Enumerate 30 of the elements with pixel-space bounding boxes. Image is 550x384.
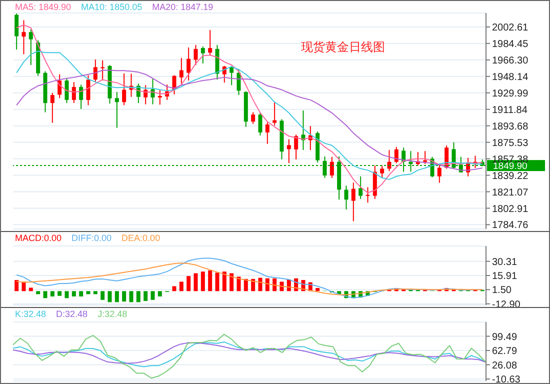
y-tick-label: 99.49 [492,332,518,343]
text: D:32.48 [56,309,88,319]
y-tick-label: 62.79 [492,346,518,358]
y-tick-label: 1802.91 [492,204,529,215]
y-tick-label: 2002.61 [492,22,529,34]
text: K:32.48 [15,309,46,319]
text: MACD:0.00 [15,233,62,243]
y-tick-label: 15.91 [492,271,518,282]
y-tick-label: -12.90 [492,299,521,310]
text: DIFF:0.00 [72,233,112,243]
y-tick-label: -10.63 [492,374,521,384]
y-tick-label: 1948.14 [492,72,529,83]
y-tick-label: 1784.76 [492,220,529,232]
series-label: J:32.48 [98,309,128,319]
y-tick-label: 1893.68 [492,121,529,132]
y-tick-label: 1929.99 [492,88,529,100]
text: DEA:0.00 [122,233,160,243]
y-tick-label: 1984.45 [492,39,529,50]
y-tick-label: 30.31 [492,256,518,268]
y-tick-label: 1875.53 [492,138,529,149]
text: MA10: 1850.05 [81,2,142,12]
y-tick-label: 1839.22 [492,170,529,182]
series-label: MA5: 1849.90 [15,2,72,12]
y-tick-label: 1911.84 [492,104,528,116]
y-tick-label: 1.50 [492,285,512,296]
y-tick-label: 26.08 [492,360,518,372]
text: MA20: 1847.19 [152,2,214,12]
y-tick-label: 1821.07 [492,187,529,198]
y-tick-label: 1966.30 [492,55,529,66]
text: 现货黄金日线图 [301,39,385,56]
